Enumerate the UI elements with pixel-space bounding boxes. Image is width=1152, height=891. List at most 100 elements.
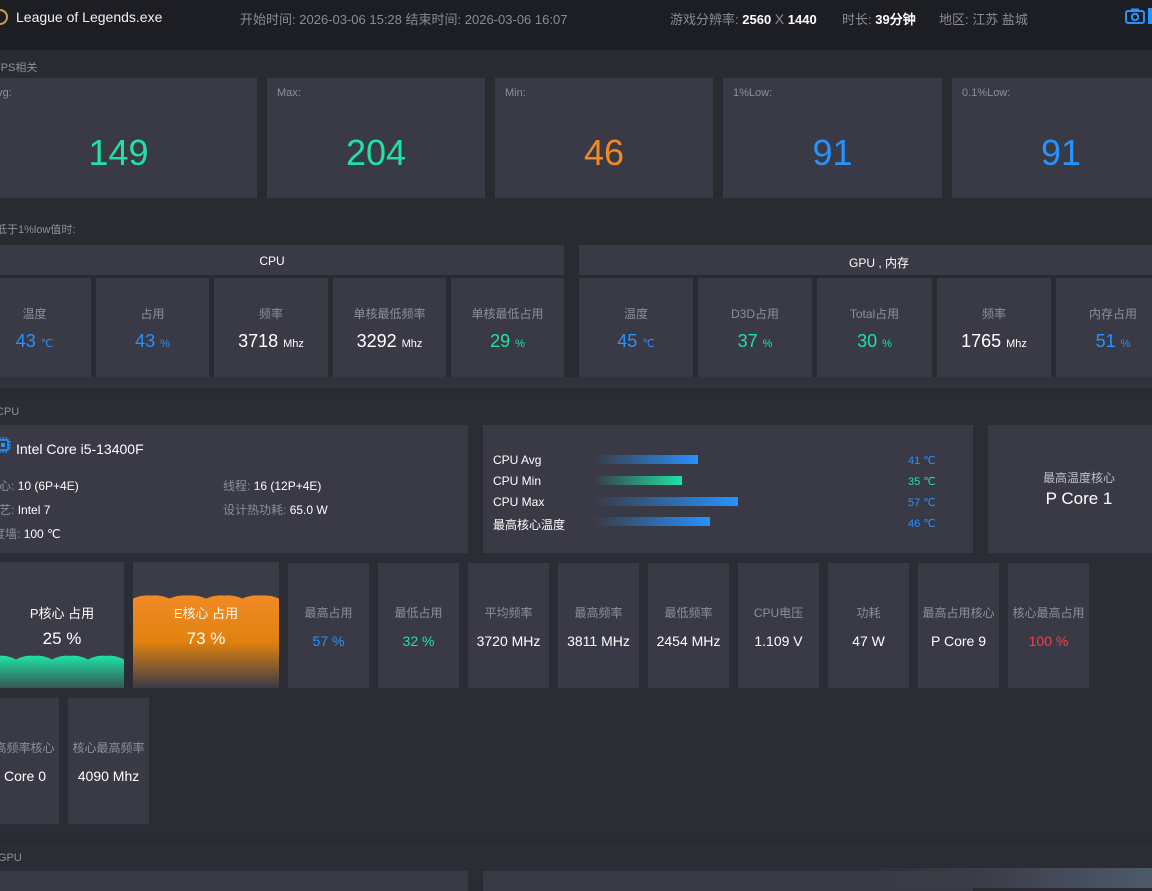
- temp-core-max-value: 46 ℃: [908, 518, 936, 530]
- fps-avg-label: Avg:: [0, 87, 12, 99]
- temp-avg-bar: [593, 455, 793, 464]
- cpu-section-title: CPU: [0, 406, 20, 418]
- stat-voltage: CPU电压 1.109 V: [738, 563, 819, 688]
- stat-max-usage: 最高占用 57 %: [288, 563, 369, 688]
- metric-value: 3292 Mhz: [356, 331, 423, 351]
- temp-max-label: CPU Max: [493, 495, 545, 509]
- fps-max-label: Max:: [277, 87, 301, 99]
- fps-01-low-value: 91: [1040, 132, 1082, 173]
- screenshot-button-edge[interactable]: [1148, 8, 1152, 24]
- cpu-tdp: 设计热功耗: 65.0 W: [223, 503, 328, 517]
- hottest-core-label: 最高温度核心: [1042, 471, 1115, 485]
- cpu-chip-icon: [0, 437, 11, 453]
- gpu-info-card: [0, 871, 468, 891]
- hottest-core-card: 最高温度核心 P Core 1: [988, 425, 1152, 553]
- metric-label: D3D占用: [730, 307, 779, 321]
- low-metrics-strip: [0, 377, 1152, 388]
- cpu-temp-card: CPU Avg 41 ℃ CPU Min 35 ℃ CPU Max 57 ℃ 最…: [483, 425, 973, 553]
- stat-min-freq: 最低频率 2454 MHz: [648, 563, 729, 688]
- stat-label: 最高占用核心: [922, 606, 995, 620]
- camera-icon[interactable]: [1125, 8, 1145, 24]
- app-icon: [0, 9, 8, 25]
- stat-value: 4090 Mhz: [77, 768, 140, 784]
- stat-max-freq-core: 最高频率核心 P Core 0: [0, 698, 59, 824]
- stat-value: 32 %: [402, 633, 435, 649]
- duration: 时长: 39分钟: [842, 12, 916, 27]
- low-cpu-usage: 占用 43 %: [96, 278, 209, 377]
- fps-1-low-value: 91: [812, 132, 853, 173]
- stat-core-max-usage: 核心最高占用 100 %: [1008, 563, 1089, 688]
- temp-avg-value: 41 ℃: [908, 455, 936, 467]
- stat-avg-freq: 平均频率 3720 MHz: [468, 563, 549, 688]
- stat-max-freq: 最高频率 3811 MHz: [558, 563, 639, 688]
- fps-max-value: 204: [345, 132, 407, 173]
- fps-card-01-low: 0.1%Low: 91: [952, 78, 1152, 198]
- fps-card-avg: Avg: 149: [0, 78, 257, 198]
- fps-1-low-label: 1%Low:: [733, 87, 773, 99]
- metric-label: 频率: [258, 307, 283, 321]
- stat-label: 最低占用: [394, 606, 443, 620]
- metric-label: 单核最低占用: [471, 307, 544, 321]
- fps-card-1-low: 1%Low: 91: [723, 78, 942, 198]
- stat-label: 最高频率核心: [0, 741, 55, 755]
- temp-min-bar: [593, 476, 793, 485]
- metric-label: Total占用: [849, 307, 900, 321]
- p-core-label: P核心 占用: [29, 606, 95, 621]
- stat-label: 核心最高占用: [1012, 606, 1085, 620]
- temp-avg-label: CPU Avg: [493, 453, 542, 467]
- low-cpu-single-min-usage: 单核最低占用 29 %: [451, 278, 564, 377]
- low-cpu-title: CPU: [259, 254, 285, 268]
- stat-label: 平均频率: [484, 606, 533, 620]
- low-cpu-single-min-freq: 单核最低频率 3292 Mhz: [333, 278, 446, 377]
- hottest-core-value: P Core 1: [1045, 489, 1113, 508]
- stat-power: 功耗 47 W: [828, 563, 909, 688]
- metric-value: 1765 Mhz: [961, 331, 1027, 351]
- stat-label: 最高占用: [304, 606, 353, 620]
- low-gpu-freq: 频率 1765 Mhz: [937, 278, 1051, 377]
- stat-value: 57 %: [312, 633, 345, 649]
- game-resolution: 游戏分辨率: 2560 X 1440: [670, 11, 817, 27]
- stat-value: 100 %: [1028, 633, 1069, 649]
- low-gpu-d3d: D3D占用 37 %: [698, 278, 812, 377]
- stat-label: 功耗: [856, 606, 881, 620]
- p-core-wave: [0, 655, 124, 688]
- metric-label: 温度: [623, 307, 648, 321]
- metric-value: 29 %: [490, 331, 525, 351]
- metric-value: 43 %: [135, 331, 170, 351]
- low-cpu-header: CPU: [0, 245, 564, 275]
- stat-value: P Core 0: [0, 768, 46, 784]
- fps-01-low-label: 0.1%Low:: [962, 87, 1011, 99]
- temp-max-value: 57 ℃: [908, 497, 936, 509]
- cpu-info-card: Intel Core i5-13400F 核心: 10 (6P+4E) 线程: …: [0, 425, 468, 553]
- stat-label: 核心最高频率: [72, 741, 145, 755]
- fps-card-min: Min: 46: [495, 78, 713, 198]
- gpu-section-title: GPU: [0, 852, 22, 864]
- temp-max-bar: [593, 497, 793, 506]
- cpu-threads: 线程: 16 (12P+4E): [223, 479, 322, 493]
- metric-label: 占用: [140, 307, 165, 321]
- stat-value: 1.109 V: [754, 633, 803, 649]
- low-gpu-title: GPU , 内存: [848, 256, 909, 270]
- temp-min-label: CPU Min: [493, 474, 542, 488]
- toast-glow: [858, 868, 1152, 888]
- low-section-title: 低于1%low值时:: [0, 224, 76, 236]
- stat-label: CPU电压: [753, 606, 804, 620]
- cpu-tjmax: 温度墙: 100 ℃: [0, 527, 61, 541]
- low-gpu-total: Total占用 30 %: [817, 278, 932, 377]
- stat-value: 3811 MHz: [567, 633, 630, 649]
- stat-value: 3720 MHz: [476, 633, 541, 649]
- low-cpu-freq: 频率 3718 Mhz: [214, 278, 328, 377]
- p-core-usage-card: P核心 占用 25 %: [0, 562, 124, 688]
- e-core-value: 73 %: [186, 629, 226, 648]
- e-core-wave: [133, 595, 279, 688]
- stat-value: 2454 MHz: [656, 633, 721, 649]
- cpu-name: Intel Core i5-13400F: [16, 441, 144, 457]
- fps-card-max: Max: 204: [267, 78, 485, 198]
- low-gpu-header: GPU , 内存: [579, 245, 1152, 275]
- temp-core-max-bar: [593, 517, 793, 526]
- stat-value: 47 W: [852, 633, 885, 649]
- metric-value: 45 ℃: [617, 331, 655, 351]
- region: 地区: 江苏 盐城: [939, 12, 1028, 27]
- metric-value: 30 %: [857, 331, 892, 351]
- low-cpu-temp: 温度 43 ℃: [0, 278, 91, 377]
